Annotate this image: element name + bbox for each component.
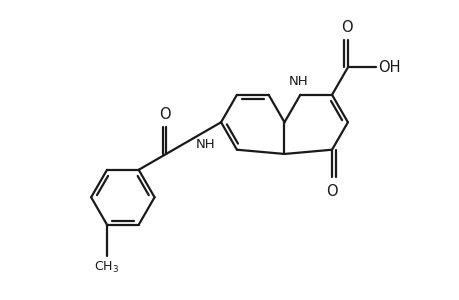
Text: NH: NH [195, 138, 215, 151]
Text: O: O [341, 20, 352, 35]
Text: O: O [159, 107, 171, 122]
Text: NH: NH [288, 75, 308, 88]
Text: OH: OH [378, 60, 400, 75]
Text: O: O [325, 184, 337, 199]
Text: CH$_3$: CH$_3$ [94, 260, 119, 275]
